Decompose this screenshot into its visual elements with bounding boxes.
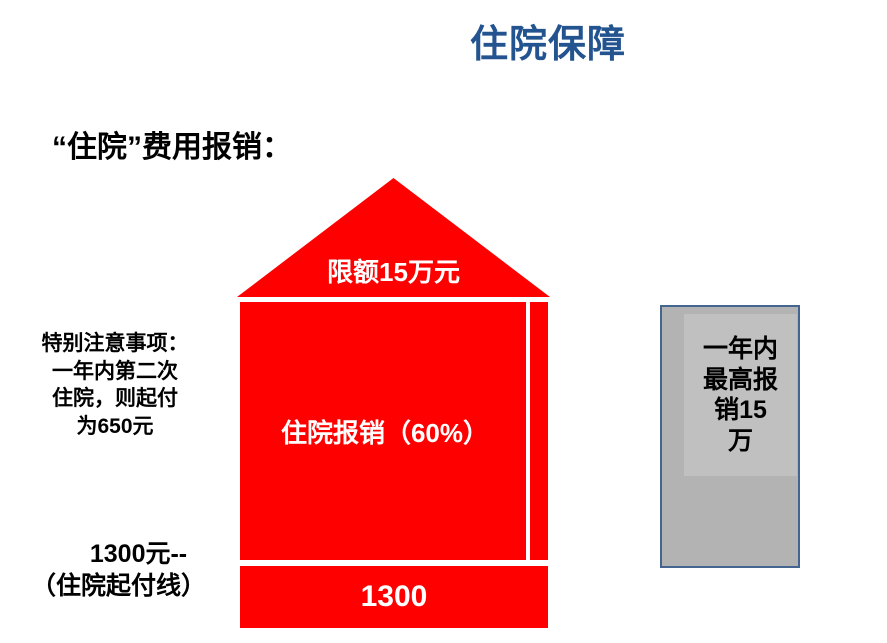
annual-cap-line-2: 最高报 — [702, 365, 778, 394]
annual-cap-inner-box: 一年内 最高报 销15 万 — [684, 314, 797, 476]
house-roof-shape — [237, 178, 550, 297]
special-note-line-2: 一年内第二次 — [52, 359, 178, 383]
annual-cap-text: 一年内 最高报 销15 万 — [684, 334, 797, 456]
coverage-limit-label: 限额15万元 — [327, 257, 460, 287]
house-body-shape: 住院报销（60%） — [240, 302, 548, 560]
special-note-line-3: 住院，则起付 — [52, 387, 178, 411]
deductible-bar: 1300 — [240, 566, 548, 628]
deductible-bar-label: 1300 — [360, 580, 428, 613]
special-note-line-1: 特别注意事项： — [41, 332, 189, 355]
deductible-caption: （住院起付线） — [30, 572, 206, 600]
page-title: 住院保障 — [470, 24, 627, 66]
house-body-divider — [526, 302, 530, 560]
annual-cap-line-3: 销15 — [714, 396, 767, 424]
annual-cap-line-4: 万 — [727, 426, 753, 455]
section-subheading: “住院”费用报销： — [52, 131, 292, 164]
deductible-amount: 1300元-- — [89, 540, 188, 568]
annual-cap-line-1: 一年内 — [702, 335, 778, 363]
special-note-block: 特别注意事项： 一年内第二次 住院，则起付 为650元 — [4, 330, 226, 441]
special-note-line-4: 为650元 — [76, 415, 154, 439]
deductible-label-block: 1300元-- （住院起付线） — [6, 538, 231, 602]
reimbursement-rate-label: 住院报销（60%） — [280, 417, 490, 448]
annual-cap-panel: 一年内 最高报 销15 万 — [660, 305, 800, 568]
